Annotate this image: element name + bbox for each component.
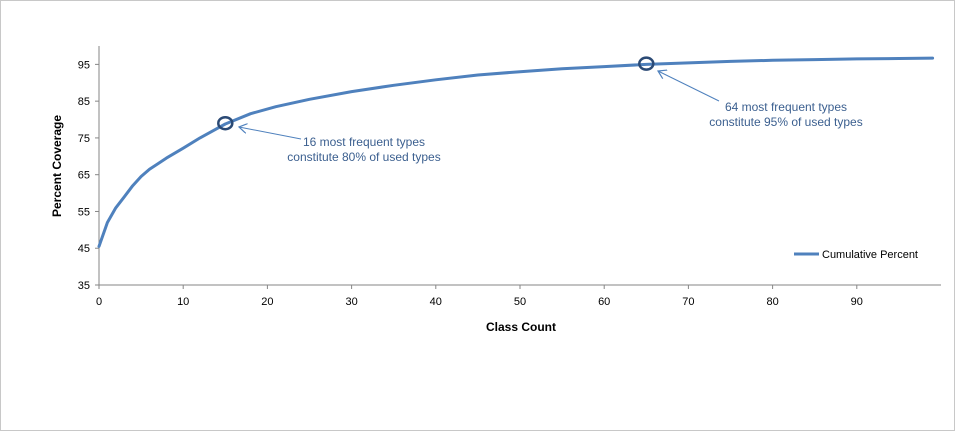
x-tick-label: 40 — [430, 296, 442, 308]
x-tick-label: 0 — [96, 296, 102, 308]
x-tick-label: 90 — [851, 296, 863, 308]
y-axis: 35 45 55 65 75 85 95 — [78, 46, 100, 292]
x-tick-label: 10 — [177, 296, 189, 308]
x-tick-label: 70 — [682, 296, 694, 308]
x-tick-label: 20 — [261, 296, 273, 308]
y-tick-label: 75 — [78, 133, 90, 145]
annotation-arrow — [239, 127, 302, 140]
y-tick-label: 35 — [78, 280, 90, 292]
annotation-arrow — [658, 71, 720, 102]
y-tick-label: 65 — [78, 170, 90, 182]
x-tick-label: 80 — [766, 296, 778, 308]
legend: Cumulative Percent — [794, 249, 918, 261]
y-axis-title: Percent Coverage — [50, 115, 64, 217]
y-tick-label: 45 — [78, 243, 90, 255]
annotation-text: constitute 80% of used types — [287, 150, 440, 164]
annotation-text: 64 most frequent types — [725, 100, 847, 114]
y-tick-label: 95 — [78, 59, 90, 71]
highlight-circle — [217, 115, 234, 131]
series-line-0 — [97, 56, 935, 248]
highlight-circle — [638, 56, 655, 71]
y-tick-label: 55 — [78, 206, 90, 218]
x-axis: 0 10 20 30 40 50 60 70 80 90 — [96, 284, 941, 308]
x-tick-label: 50 — [514, 296, 526, 308]
annotation-text: constitute 95% of used types — [709, 115, 862, 129]
annotation-text: 16 most frequent types — [303, 135, 425, 149]
x-tick-label: 30 — [345, 296, 357, 308]
legend-label: Cumulative Percent — [822, 249, 918, 261]
x-tick-label: 60 — [598, 296, 610, 308]
y-tick-label: 85 — [78, 96, 90, 108]
x-axis-title: Class Count — [486, 320, 556, 334]
plot-area — [97, 56, 935, 248]
